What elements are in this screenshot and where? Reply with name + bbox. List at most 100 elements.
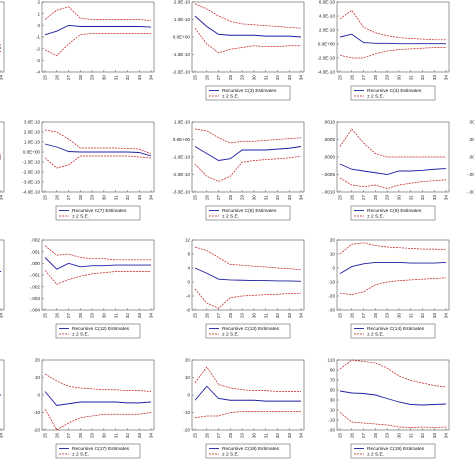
y-tick-label: 0 <box>187 280 190 285</box>
plot-frame <box>336 239 450 311</box>
x-tick-label: 25 <box>193 75 198 81</box>
y-tick-label: .000 <box>31 261 40 266</box>
y-tick-label: .0000 <box>469 155 474 160</box>
band-lower-line <box>339 177 447 189</box>
x-tick-label: 26 <box>349 433 354 439</box>
x-tick-label: 32 <box>275 313 280 319</box>
x-tick-label: 26 <box>54 313 59 319</box>
x-tick-label: 26 <box>54 75 59 81</box>
legend-band-label: ± 2 S.E. <box>72 452 89 458</box>
y-tick-label: 110 <box>328 358 336 363</box>
estimate-line <box>339 163 447 175</box>
x-tick-label: 34 <box>149 75 154 81</box>
y-tick-label: -4.0E-10 <box>317 70 335 75</box>
x-tick-label: 33 <box>432 195 437 201</box>
legend-band-label: ± 2 S.E. <box>367 332 384 338</box>
y-tick-label: 2.0E-10 <box>319 28 336 33</box>
legend-box <box>205 85 291 101</box>
x-tick-label: 26 <box>54 195 59 201</box>
y-tick-label: -4 <box>186 294 191 299</box>
legend-estimate-label: Recursive C(3) Estimates <box>222 88 277 94</box>
x-tick-label: 25 <box>193 195 198 201</box>
y-tick-label: -3.0E-10 <box>22 180 40 185</box>
x-tick-label: 26 <box>349 313 354 319</box>
legend-band-label: ± 2 S.E. <box>222 332 239 338</box>
y-tick-label: -30 <box>328 428 335 433</box>
x-tick-label: 27 <box>216 75 221 81</box>
legend-box <box>350 443 436 459</box>
y-tick-label: .0010 <box>324 120 336 125</box>
y-tick-label: -2.0E-10 <box>22 170 40 175</box>
x-tick-label: 29 <box>90 195 95 201</box>
x-tick-label: 33 <box>287 195 292 201</box>
x-tick-label: 29 <box>385 195 390 201</box>
legend-estimate-label: Recursive C(18) Estimates <box>222 446 280 452</box>
x-tick-label: 32 <box>125 313 130 319</box>
panel-c4: 6.0E-10 4.0E-10 2.0E-10 0.0E+00 -2.0E-10 -4.0… <box>317 0 450 101</box>
x-tick-label: 27 <box>216 195 221 201</box>
y-tick-label: -3.0E-10 <box>172 190 190 195</box>
band-lower-line <box>339 412 447 428</box>
y-tick-label: -.0010 <box>467 190 474 195</box>
x-tick-label: 32 <box>420 75 425 81</box>
x-tick-label: 27 <box>361 75 366 81</box>
x-tick-label: 26 <box>204 433 209 439</box>
plot-frame <box>191 239 305 311</box>
y-tick-label: .001 <box>31 249 40 254</box>
x-tick-label: 29 <box>240 75 245 81</box>
y-tick-label: 0.0E+00 <box>23 150 41 155</box>
y-tick-label: 8 <box>187 252 190 257</box>
legend-band-label: ± 2 S.E. <box>72 332 89 338</box>
band-upper-line <box>194 366 301 392</box>
legend-estimate-label: Recursive C(17) Estimates <box>72 446 130 452</box>
band-lower-line <box>44 270 151 285</box>
x-tick-label: 28 <box>228 433 233 439</box>
x-tick-label: 28 <box>373 195 378 201</box>
legend-box <box>350 323 436 339</box>
band-upper-line <box>44 129 152 155</box>
x-tick-label: 29 <box>90 313 95 319</box>
x-tick-label: 27 <box>216 433 221 439</box>
band-upper-line <box>339 359 447 388</box>
x-tick-label: 30 <box>396 433 401 439</box>
x-tick-label: 31 <box>263 313 268 319</box>
band-upper-line <box>44 6 152 22</box>
x-tick-label: 25 <box>338 433 343 439</box>
y-tick-label: -10 <box>183 410 190 415</box>
x-tick-label: 32 <box>420 195 425 201</box>
band-lower-line <box>44 408 152 431</box>
y-tick-label: 4 <box>187 266 190 271</box>
estimate-line <box>0 47 1 49</box>
y-tick-label: -.0010 <box>322 190 335 195</box>
x-tick-label: 30 <box>101 313 106 319</box>
panel-c10: .0010.0005.0000-.0005-.00102526272829303… <box>467 120 474 195</box>
y-tick-label: 90 <box>330 368 336 373</box>
x-tick-label: 31 <box>113 195 118 201</box>
legend-box <box>205 443 291 459</box>
x-tick-label: 31 <box>408 313 413 319</box>
x-tick-label: 33 <box>137 75 142 81</box>
y-tick-label: 20 <box>330 238 336 243</box>
band-lower-line <box>0 51 1 52</box>
band-lower-line <box>339 47 446 59</box>
y-tick-label: .0005 <box>324 137 336 142</box>
x-tick-label: 32 <box>275 75 280 81</box>
y-tick-label: 2 <box>37 0 40 5</box>
x-tick-label: 30 <box>101 75 106 81</box>
legend: Recursive C(4) Estimates± 2 S.E. <box>350 85 436 101</box>
x-tick-label: 29 <box>385 75 390 81</box>
x-tick-label: 26 <box>349 195 354 201</box>
x-tick-label: 33 <box>432 433 437 439</box>
x-tick-label: 30 <box>396 313 401 319</box>
y-tick-label: 20 <box>185 358 191 363</box>
y-tick-label: .002 <box>31 238 40 243</box>
estimate-line <box>44 24 152 36</box>
y-tick-label: -1.0E-10 <box>172 52 190 57</box>
x-tick-label: 29 <box>385 433 390 439</box>
legend: Recursive C(12) Estimates± 2 S.E. <box>55 323 141 339</box>
